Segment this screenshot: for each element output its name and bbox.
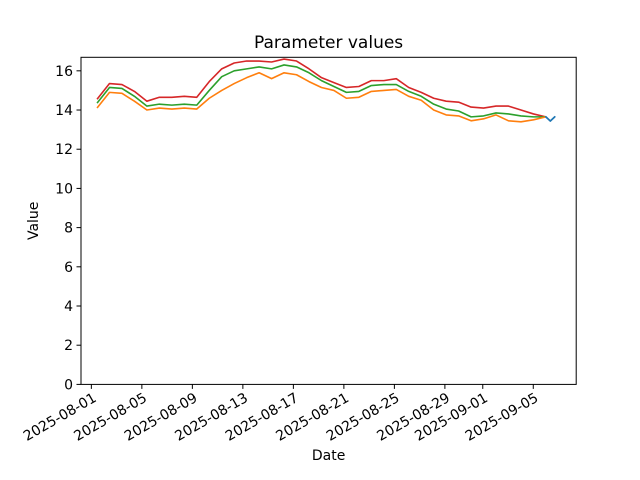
x-axis-label: Date (312, 448, 345, 464)
series-lines (96, 58, 556, 123)
y-axis-ticks: 0 2 4 6 8 10 12 14 16 (55, 64, 81, 393)
y-axis-label: Value (26, 202, 42, 240)
series-line-parameter-red (96, 58, 547, 118)
y-tick-label: 4 (64, 299, 73, 315)
axes-box (80, 56, 577, 385)
y-tick-label: 8 (64, 221, 73, 237)
y-tick-label: 6 (64, 260, 73, 276)
y-tick-label: 10 (55, 181, 73, 197)
series-line-parameter-green (96, 64, 546, 118)
series-line-parameter-blue-tail (545, 115, 556, 122)
y-tick-label: 12 (55, 142, 73, 158)
y-tick-label: 14 (55, 103, 73, 119)
chart-title: Parameter values (254, 33, 403, 53)
y-tick-label: 2 (64, 338, 73, 354)
series-line-parameter-orange (96, 71, 547, 123)
y-tick-label: 0 (64, 377, 73, 393)
y-tick-label: 16 (55, 64, 73, 80)
